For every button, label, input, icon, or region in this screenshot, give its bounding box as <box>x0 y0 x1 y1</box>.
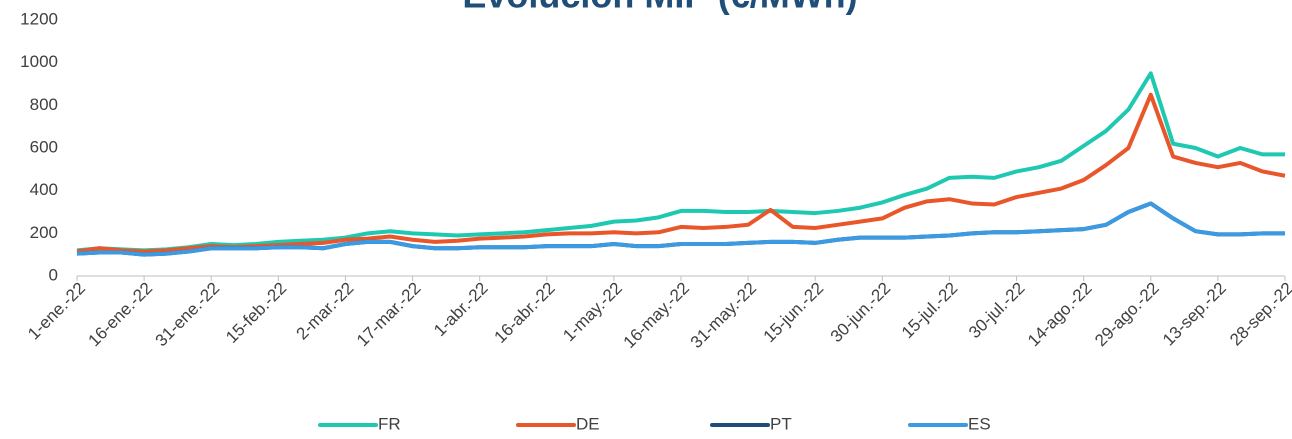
x-tick-label: 17-mar.-22 <box>353 279 425 351</box>
y-tick-label: 200 <box>30 223 58 242</box>
y-tick-label: 800 <box>30 95 58 114</box>
x-tick-label: 29-ago.-22 <box>1091 279 1163 351</box>
x-tick-label: 1-may.-22 <box>559 279 626 346</box>
x-tick-label: 14-ago.-22 <box>1024 279 1096 351</box>
y-tick-label: 1000 <box>20 52 58 71</box>
series-line <box>76 92 1286 254</box>
x-tick-label: 1-ene.-22 <box>24 279 89 344</box>
x-tick-label: 15-feb.-22 <box>222 279 290 347</box>
x-tick-label: 16-ene.-22 <box>85 279 157 351</box>
x-tick-label: 28-sep.-22 <box>1226 279 1292 350</box>
x-tick-label: 31-ene.-22 <box>152 279 224 351</box>
x-tick-label: 1-abr.-22 <box>430 279 492 341</box>
y-tick-label: 0 <box>49 265 58 284</box>
x-tick-label: 16-may.-22 <box>620 279 693 352</box>
y-tick-label: 1200 <box>20 9 58 28</box>
legend-label: FR <box>378 414 401 433</box>
legend-label: ES <box>968 414 991 433</box>
legend-label: DE <box>576 414 600 433</box>
x-tick-label: 16-abr.-22 <box>491 279 559 347</box>
x-tick-label: 30-jun.-22 <box>827 279 895 347</box>
x-tick-label: 13-sep.-22 <box>1159 279 1230 350</box>
legend-label: PT <box>770 414 792 433</box>
x-tick-label: 30-jul.-22 <box>965 279 1029 343</box>
x-tick-label: 15-jul.-22 <box>898 279 962 343</box>
chart-title: Evolución MIP (€/MWh) <box>462 0 857 16</box>
series-line <box>76 71 1285 253</box>
x-tick-label: 15-jun.-22 <box>760 279 828 347</box>
series-line <box>76 201 1285 257</box>
x-tick-label: 2-mar.-22 <box>293 279 358 344</box>
y-tick-label: 400 <box>30 180 58 199</box>
y-tick-label: 600 <box>30 137 58 156</box>
x-tick-label: 31-may.-22 <box>687 279 760 352</box>
